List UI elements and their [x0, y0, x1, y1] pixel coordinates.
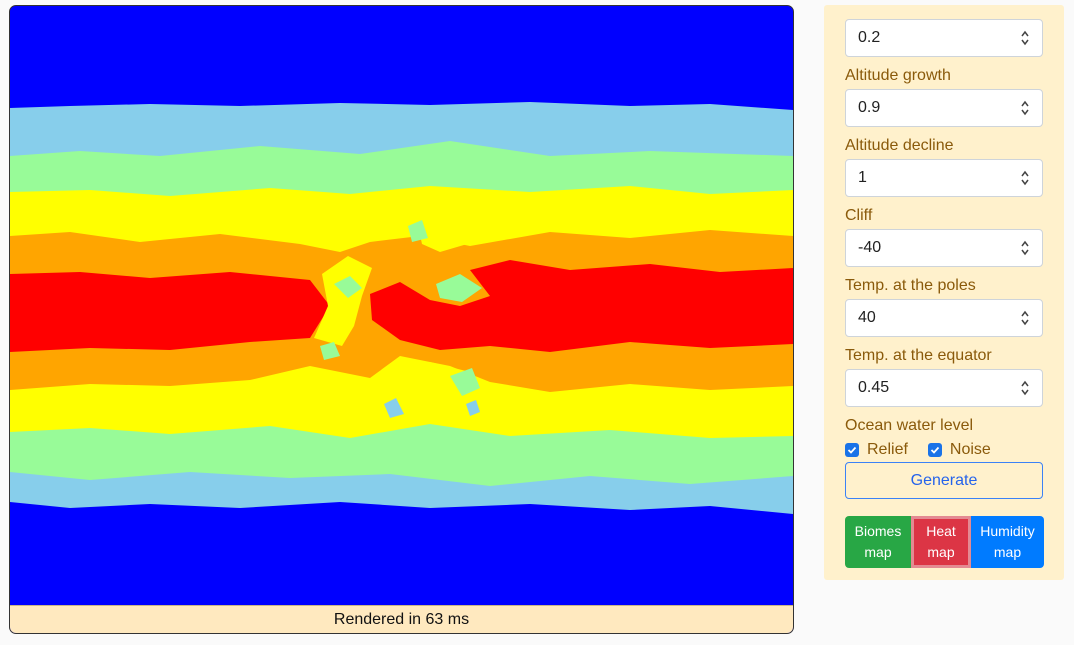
- spinner-icon[interactable]: [1020, 300, 1030, 336]
- temp-poles-label: Temp. at the poles: [845, 277, 976, 294]
- spinner-icon[interactable]: [1020, 20, 1030, 56]
- check-icon: [847, 446, 857, 454]
- render-status: Rendered in 63 ms: [10, 605, 793, 633]
- biomes-map-button[interactable]: Biomes map: [845, 516, 911, 568]
- humidity-map-line2: map: [993, 544, 1022, 560]
- temp-equator-label: Temp. at the equator: [845, 347, 992, 364]
- field-altitude-growth: 0.2 Altitude growth: [845, 19, 1043, 85]
- heat-map-button[interactable]: Heat map: [911, 516, 971, 568]
- altitude-decline-input[interactable]: 0.9: [845, 89, 1043, 127]
- cliff-label: Cliff: [845, 207, 873, 224]
- map-type-buttons: Biomes map Heat map Humidity map: [845, 516, 1044, 568]
- ocean-level-value: 0.45: [858, 379, 890, 396]
- field-altitude-decline: 0.9 Altitude decline: [845, 89, 1043, 155]
- altitude-decline-label: Altitude decline: [845, 137, 954, 154]
- biomes-map-line1: Biomes: [854, 523, 902, 539]
- relief-checkbox[interactable]: [845, 443, 859, 457]
- heat-map-canvas: [10, 6, 793, 606]
- heat-map-line1: Heat: [926, 523, 956, 539]
- temp-equator-input[interactable]: 40: [845, 299, 1043, 337]
- relief-checkbox-item[interactable]: Relief: [845, 441, 908, 459]
- field-ocean-level: 0.45 Ocean water level: [845, 369, 1043, 435]
- humidity-map-line1: Humidity: [980, 523, 1035, 539]
- spinner-icon[interactable]: [1020, 160, 1030, 196]
- humidity-map-button[interactable]: Humidity map: [971, 516, 1044, 568]
- field-cliff: 1 Cliff: [845, 159, 1043, 225]
- ocean-level-label: Ocean water level: [845, 417, 974, 434]
- generate-button[interactable]: Generate: [845, 462, 1043, 499]
- spinner-icon[interactable]: [1020, 230, 1030, 266]
- zone-cool: [384, 398, 480, 418]
- heat-map-view: Rendered in 63 ms: [9, 5, 794, 634]
- noise-label: Noise: [949, 441, 991, 458]
- zone-mild: [320, 220, 482, 396]
- ocean-level-input[interactable]: 0.45: [845, 369, 1043, 407]
- altitude-growth-label: Altitude growth: [845, 67, 951, 84]
- zone-warm: [314, 214, 480, 398]
- altitude-growth-value: 0.2: [858, 29, 881, 46]
- settings-panel: 0.2 Altitude growth 0.9 Altitude decline…: [824, 5, 1064, 580]
- altitude-decline-value: 0.9: [858, 99, 881, 116]
- spinner-icon[interactable]: [1020, 370, 1030, 406]
- heat-map-line2: map: [927, 544, 955, 560]
- cliff-input[interactable]: 1: [845, 159, 1043, 197]
- altitude-growth-input[interactable]: 0.2: [845, 19, 1043, 57]
- check-icon: [930, 446, 940, 454]
- zone-very-hot: [10, 260, 793, 352]
- spinner-icon[interactable]: [1020, 90, 1030, 126]
- field-temp-poles: -40 Temp. at the poles: [845, 229, 1043, 295]
- options-row: Relief Noise: [845, 441, 1011, 459]
- noise-checkbox[interactable]: [927, 443, 942, 457]
- noise-checkbox-item[interactable]: Noise: [927, 441, 991, 459]
- temp-poles-value: -40: [858, 239, 882, 256]
- field-temp-equator: 40 Temp. at the equator: [845, 299, 1043, 365]
- relief-label: Relief: [867, 441, 908, 458]
- temp-equator-value: 40: [858, 309, 876, 326]
- biomes-map-line2: map: [864, 544, 892, 560]
- temp-poles-input[interactable]: -40: [845, 229, 1043, 267]
- cliff-value: 1: [858, 169, 867, 186]
